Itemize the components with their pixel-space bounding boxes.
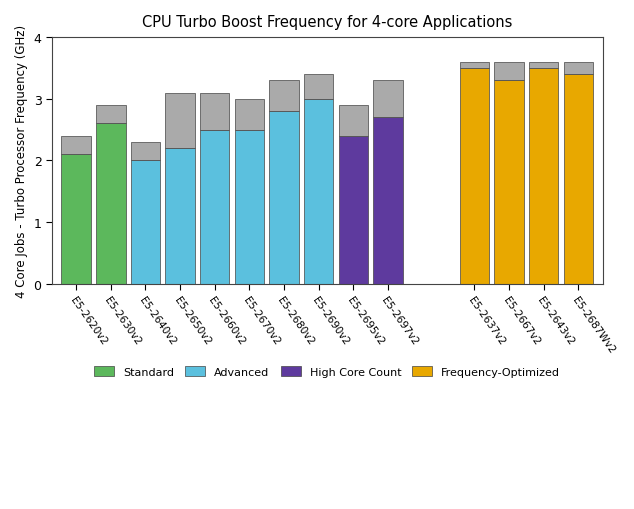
Bar	[200, 130, 230, 284]
Bar	[373, 118, 403, 284]
Bar	[269, 112, 299, 284]
Bar	[529, 69, 559, 284]
Bar	[165, 149, 195, 284]
Bar	[564, 63, 593, 75]
Bar	[96, 124, 126, 284]
Bar	[495, 81, 524, 284]
Bar	[235, 130, 264, 284]
Bar	[304, 75, 333, 100]
Bar	[339, 106, 368, 136]
Bar	[460, 63, 489, 69]
Bar	[61, 155, 91, 284]
Bar	[304, 100, 333, 284]
Bar	[200, 93, 230, 130]
Bar	[529, 63, 559, 69]
Bar	[96, 106, 126, 124]
Legend: Standard, Advanced, High Core Count, Frequency-Optimized: Standard, Advanced, High Core Count, Fre…	[90, 362, 565, 382]
Bar	[61, 136, 91, 155]
Bar	[564, 75, 593, 284]
Bar	[131, 143, 160, 161]
Bar	[495, 63, 524, 81]
Bar	[339, 136, 368, 284]
Bar	[460, 69, 489, 284]
Bar	[269, 81, 299, 112]
Y-axis label: 4 Core Jobs - Turbo Processor Frequency (GHz): 4 Core Jobs - Turbo Processor Frequency …	[15, 25, 28, 297]
Bar	[235, 100, 264, 130]
Bar	[373, 81, 403, 118]
Bar	[165, 93, 195, 149]
Bar	[131, 161, 160, 284]
Title: CPU Turbo Boost Frequency for 4-core Applications: CPU Turbo Boost Frequency for 4-core App…	[142, 15, 512, 30]
